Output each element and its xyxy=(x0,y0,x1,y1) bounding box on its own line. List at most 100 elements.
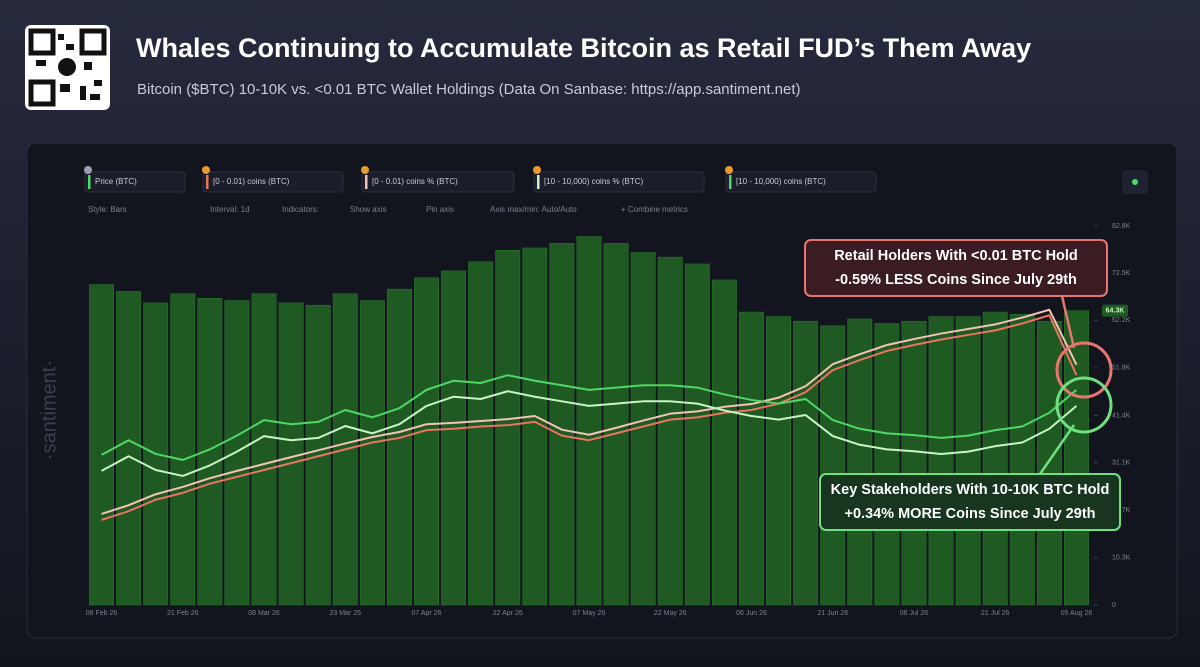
y-tick-label: 20.7K xyxy=(1112,507,1131,514)
legend-lock xyxy=(361,166,369,174)
qr-code xyxy=(25,25,110,110)
value-label: 64.3K xyxy=(1106,308,1125,315)
legend-swatch xyxy=(88,175,91,189)
bar xyxy=(116,291,142,606)
bar xyxy=(603,243,629,606)
x-tick-label: 06 Jun 26 xyxy=(736,610,767,617)
toolbar-item[interactable]: Interval: 1d xyxy=(210,205,250,214)
legend-label: [10 - 10,000) coins % (BTC) xyxy=(544,177,643,186)
x-tick-label: 06 Feb 26 xyxy=(86,610,118,617)
y-tick-label: 51.8K xyxy=(1112,365,1131,372)
legend-label: Price (BTC) xyxy=(95,177,137,186)
legend-lock xyxy=(725,166,733,174)
annotations: Retail Holders With <0.01 BTC Hold -0.59%… xyxy=(804,239,1121,531)
subtitle: Bitcoin ($BTC) 10-10K vs. <0.01 BTC Wall… xyxy=(137,81,801,98)
y-tick-label: 10.3K xyxy=(1112,555,1131,562)
bar xyxy=(955,316,981,606)
legend-swatch xyxy=(206,175,209,189)
toolbar-item[interactable]: + Combine metrics xyxy=(621,205,688,214)
annotation-box xyxy=(819,473,1121,531)
bar xyxy=(820,325,846,606)
legend-chip[interactable] xyxy=(725,171,877,193)
annotation-box xyxy=(804,239,1108,297)
highlight-circle xyxy=(1055,341,1113,399)
x-tick-label: 07 May 26 xyxy=(573,610,606,617)
x-tick-label: 21 Feb 26 xyxy=(167,610,199,617)
toolbar-item[interactable]: Indicators: xyxy=(282,205,319,214)
y-tick-label: 62.2K xyxy=(1112,317,1131,324)
bar xyxy=(739,311,764,606)
x-tick-label: 07 Apr 26 xyxy=(412,610,442,617)
annotation-arrow xyxy=(1038,424,1076,475)
bar xyxy=(251,293,277,606)
legend-lock xyxy=(533,166,541,174)
x-tick-label: 08 Mar 26 xyxy=(248,610,280,617)
bar xyxy=(874,323,900,606)
x-tick-label: 22 May 26 xyxy=(654,610,687,617)
legend-lock xyxy=(202,166,210,174)
x-tick-label: 21 Jun 26 xyxy=(817,610,848,617)
bar xyxy=(982,311,1008,606)
x-tick-label: 21 Jul 26 xyxy=(981,610,1010,617)
line xyxy=(101,314,1078,521)
bar xyxy=(684,263,710,606)
highlight-circle xyxy=(1055,376,1113,434)
line xyxy=(101,374,1078,461)
bar xyxy=(495,250,521,606)
bar xyxy=(359,300,385,606)
bar xyxy=(549,243,575,606)
bar xyxy=(711,279,737,606)
bar xyxy=(576,236,602,606)
bar xyxy=(928,316,954,606)
y-tick-label: 82.8K xyxy=(1112,223,1131,230)
legend-chip[interactable] xyxy=(84,171,186,193)
bar xyxy=(793,320,819,606)
annotation-text: +0.34% MORE Coins Since July 29th xyxy=(844,506,1095,522)
value-badge xyxy=(1102,304,1128,317)
bar xyxy=(441,270,467,606)
legend-lock xyxy=(84,166,92,174)
annotation-text: Key Stakeholders With 10-10K BTC Hold xyxy=(831,482,1110,498)
annotation-text: Retail Holders With <0.01 BTC Hold xyxy=(834,248,1078,264)
y-tick-label: 41.4K xyxy=(1112,412,1131,419)
watermark: ·santiment· xyxy=(38,360,60,460)
bar xyxy=(901,320,927,606)
toolbar: Style: Bars Interval: 1d Indicators: Show a… xyxy=(88,205,688,214)
bar xyxy=(278,302,304,606)
legend-label: [0 - 0.01) coins (BTC) xyxy=(213,177,290,186)
line xyxy=(101,390,1078,477)
legend-swatch xyxy=(537,175,540,189)
legend-chip[interactable] xyxy=(202,171,344,193)
annotation-text: -0.59% LESS Coins Since July 29th xyxy=(835,272,1077,288)
legend-chip[interactable] xyxy=(361,171,515,193)
bar xyxy=(766,316,792,606)
y-tick-label: 31.1K xyxy=(1112,459,1131,466)
x-tick-label: 06 Jul 26 xyxy=(900,610,929,617)
x-tick-label: 05 Aug 26 xyxy=(1061,610,1093,617)
legend-label: [10 - 10,000) coins (BTC) xyxy=(736,177,826,186)
y-tick-label: 72.5K xyxy=(1112,270,1131,277)
bar xyxy=(468,261,494,606)
bar xyxy=(1009,314,1035,606)
legend-label: [0 - 0.01) coins % (BTC) xyxy=(372,177,458,186)
x-tick-label: 23 Mar 26 xyxy=(330,610,362,617)
bar xyxy=(224,300,250,606)
annotation-arrow xyxy=(1060,295,1076,349)
legend-swatch xyxy=(365,175,368,189)
toolbar-item[interactable]: Pin axis xyxy=(426,205,454,214)
toolbar-item[interactable]: Show axis xyxy=(350,205,386,214)
title: Whales Continuing to Accumulate Bitcoin … xyxy=(136,33,1031,63)
toolbar-item[interactable]: Axis max/min: Auto/Auto xyxy=(490,205,577,214)
y-tick-label: 0 xyxy=(1112,602,1116,609)
legend-swatch xyxy=(729,175,732,189)
bar xyxy=(657,256,683,606)
line xyxy=(101,308,1078,515)
bar xyxy=(386,288,412,606)
bar xyxy=(89,284,114,606)
bar xyxy=(1064,310,1089,606)
legend: Price (BTC) [0 - 0.01) coins (BTC) [0 - 0.… xyxy=(84,166,877,193)
toolbar-item[interactable]: Style: Bars xyxy=(88,205,127,214)
legend-chip[interactable] xyxy=(533,171,705,193)
bar xyxy=(170,293,196,606)
